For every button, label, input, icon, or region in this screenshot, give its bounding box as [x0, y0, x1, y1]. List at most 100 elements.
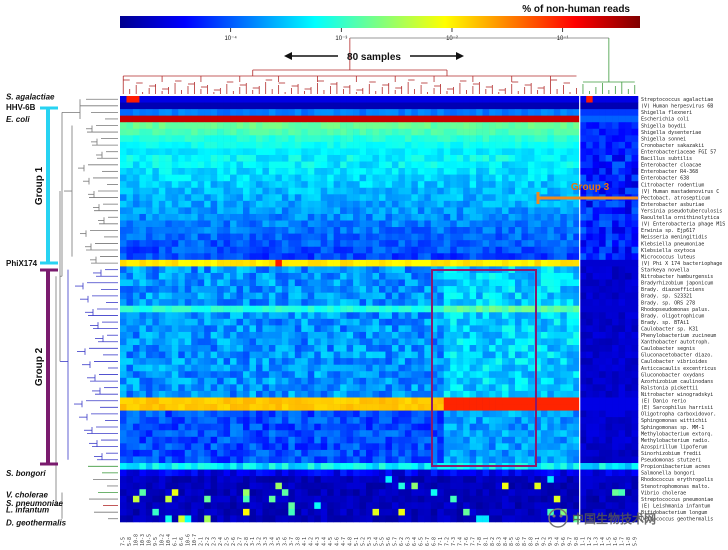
heatmap-cell: [307, 115, 315, 123]
heatmap-cell: [320, 325, 328, 333]
heatmap-cell: [566, 449, 574, 457]
heatmap-cell: [502, 272, 509, 280]
heatmap-cell: [553, 338, 561, 346]
heatmap-cell: [547, 181, 555, 189]
heatmap-cell: [469, 279, 477, 287]
heatmap-cell: [482, 410, 490, 418]
heatmap-cell: [502, 417, 509, 424]
heatmap-cell: [340, 148, 347, 156]
heatmap-cell: [268, 476, 276, 483]
heatmap-cell: [152, 299, 160, 307]
heatmap-cell: [230, 272, 237, 280]
heatmap-cell: [482, 364, 490, 372]
heatmap-cell: [353, 102, 360, 110]
heatmap-cell: [566, 364, 574, 372]
heatmap-cell: [120, 443, 127, 451]
heatmap-cell: [126, 148, 134, 156]
heatmap-cell: [320, 377, 328, 385]
heatmap-cell: [275, 292, 283, 300]
heatmap-cell: [191, 227, 198, 234]
heatmap-cell: [301, 266, 309, 274]
heatmap-cell: [268, 312, 276, 320]
heatmap-cell: [191, 253, 198, 261]
heatmap-cell: [320, 476, 328, 483]
heatmap-cell: [625, 207, 632, 215]
heatmap-cell: [631, 456, 639, 464]
heatmap-cell: [366, 358, 373, 365]
heatmap-cell: [275, 430, 283, 438]
heatmap-cell: [340, 181, 347, 189]
heatmap-cell: [489, 233, 496, 241]
heatmap-cell: [120, 325, 127, 333]
heatmap-cell: [262, 148, 270, 156]
heatmap-cell: [456, 135, 464, 143]
heatmap-cell: [618, 331, 626, 339]
heatmap-cell: [178, 292, 186, 300]
heatmap-cell: [625, 227, 632, 234]
heatmap-cell: [243, 253, 250, 261]
heatmap-cell: [417, 325, 425, 333]
heatmap-cell: [379, 299, 386, 307]
heatmap-cell: [527, 377, 535, 385]
heatmap-cell: [566, 266, 574, 274]
heatmap-cell: [450, 469, 457, 477]
heatmap-cell: [508, 135, 516, 143]
heatmap-cell: [359, 161, 367, 169]
heatmap-cell: [346, 109, 354, 116]
heatmap-cell: [275, 476, 283, 483]
heatmap-cell: [372, 404, 380, 411]
heatmap-cell: [547, 292, 555, 300]
heatmap-cell: [631, 358, 639, 365]
heatmap-cell: [489, 456, 496, 464]
heatmap-cell: [191, 331, 198, 339]
heatmap-cell: [184, 240, 192, 248]
heatmap-cell: [547, 364, 555, 372]
heatmap-cell: [592, 181, 600, 189]
heatmap-cell: [391, 305, 399, 313]
heatmap-cell: [184, 200, 192, 208]
heatmap-cell: [275, 135, 283, 143]
heatmap-cell: [359, 449, 367, 457]
heatmap-cell: [631, 168, 639, 175]
heatmap-cell: [404, 115, 412, 123]
heatmap-cell: [165, 128, 173, 136]
heatmap-cell: [346, 174, 354, 182]
heatmap-cell: [230, 325, 237, 333]
heatmap-cell: [327, 371, 334, 379]
heatmap-cell: [210, 430, 218, 438]
heatmap-cell: [456, 181, 464, 189]
heatmap-cell: [165, 259, 173, 267]
heatmap-cell: [340, 384, 347, 392]
heatmap-cell: [469, 233, 477, 241]
heatmap-cell: [139, 194, 147, 202]
heatmap-cell: [178, 436, 186, 444]
heatmap-cell: [268, 272, 276, 280]
heatmap-cell: [230, 331, 237, 339]
heatmap-cell: [126, 463, 134, 470]
heatmap-cell: [579, 148, 587, 156]
heatmap-cell: [320, 272, 328, 280]
heatmap-cell: [327, 286, 334, 293]
heatmap-cell: [346, 279, 354, 287]
heatmap-cell: [553, 404, 561, 411]
heatmap-cell: [191, 279, 198, 287]
heatmap-cell: [184, 102, 192, 110]
heatmap-cell: [618, 364, 626, 372]
heatmap-cell: [469, 115, 477, 123]
heatmap-cell: [482, 436, 490, 444]
heatmap-cell: [120, 436, 127, 444]
heatmap-cell: [450, 128, 457, 136]
heatmap-cell: [560, 115, 568, 123]
heatmap-cell: [547, 259, 555, 267]
heatmap-cell: [191, 443, 198, 451]
heatmap-cell: [139, 227, 147, 234]
heatmap-cell: [120, 312, 127, 320]
heatmap-cell: [508, 404, 516, 411]
heatmap-cell: [268, 305, 276, 313]
heatmap-cell: [599, 109, 606, 116]
heatmap-cell: [217, 299, 224, 307]
heatmap-cell: [359, 390, 367, 398]
heatmap-cell: [152, 279, 160, 287]
heatmap-cell: [450, 443, 457, 451]
heatmap-cell: [540, 371, 548, 379]
